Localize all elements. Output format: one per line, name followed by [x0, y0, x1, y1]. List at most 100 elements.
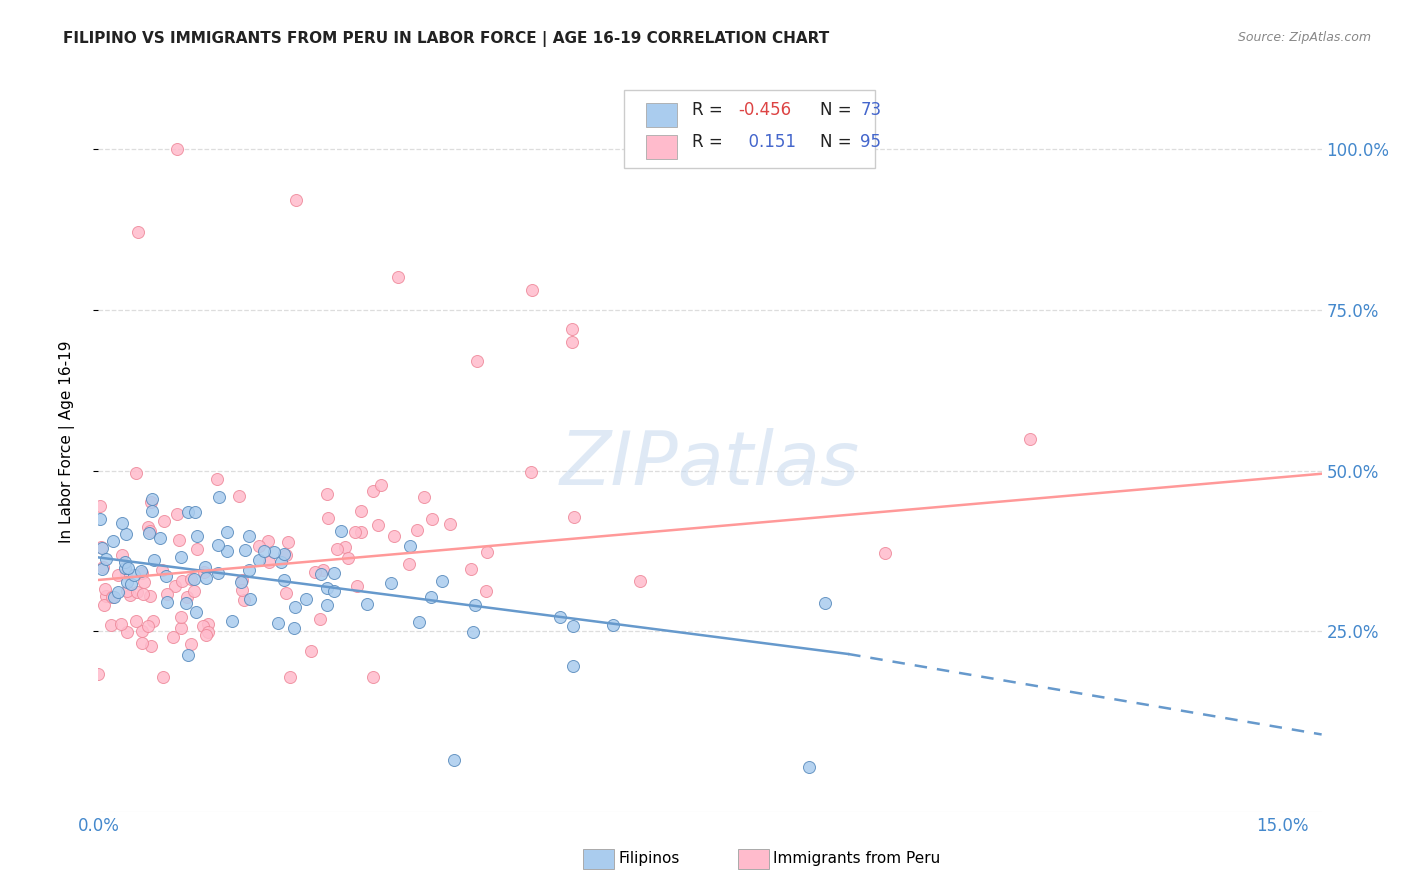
Point — [193, 560, 215, 574]
Point — [316, 581, 339, 595]
Point — [177, 505, 200, 519]
Text: Immigrants from Peru: Immigrants from Peru — [773, 851, 941, 865]
Point — [141, 639, 163, 653]
Point — [115, 625, 138, 640]
Point — [208, 491, 231, 505]
Point — [115, 527, 138, 541]
Point — [257, 533, 280, 548]
Point — [183, 572, 205, 586]
Text: Source: ZipAtlas.com: Source: ZipAtlas.com — [1237, 31, 1371, 45]
Point — [336, 550, 359, 565]
Point — [270, 555, 292, 569]
Point — [136, 619, 159, 633]
Point — [117, 575, 139, 590]
Point — [253, 544, 276, 558]
Point — [562, 619, 585, 633]
Point — [228, 489, 250, 503]
Text: FILIPINO VS IMMIGRANTS FROM PERU IN LABOR FORCE | AGE 16-19 CORRELATION CHART: FILIPINO VS IMMIGRANTS FROM PERU IN LABO… — [63, 31, 830, 47]
Point — [195, 571, 218, 585]
Point — [561, 322, 583, 336]
Point — [94, 552, 117, 566]
Point — [562, 510, 585, 524]
Point — [186, 541, 208, 556]
Point — [274, 548, 297, 562]
Point — [153, 515, 176, 529]
Point — [114, 555, 136, 569]
Point — [129, 564, 152, 578]
Point — [346, 579, 368, 593]
Point — [177, 648, 200, 663]
Point — [309, 566, 332, 581]
Point — [475, 545, 498, 559]
Point — [141, 504, 163, 518]
Point — [295, 591, 318, 606]
Point — [238, 563, 260, 577]
Point — [247, 539, 270, 553]
Point — [413, 490, 436, 504]
Point — [439, 517, 461, 532]
Point — [315, 487, 337, 501]
Point — [299, 643, 322, 657]
Point — [278, 669, 301, 683]
Point — [167, 533, 190, 547]
Point — [343, 524, 366, 539]
Point — [162, 630, 184, 644]
Point — [873, 546, 896, 560]
Point — [432, 574, 454, 589]
Text: R =: R = — [692, 101, 728, 120]
Point — [183, 583, 205, 598]
Point — [628, 574, 651, 588]
Point — [602, 618, 624, 632]
Text: N =: N = — [820, 101, 858, 120]
Point — [155, 569, 177, 583]
Point — [94, 590, 117, 604]
Point — [180, 573, 202, 587]
Text: 73: 73 — [860, 101, 882, 120]
Point — [115, 584, 138, 599]
Point — [110, 616, 132, 631]
Point — [221, 614, 243, 628]
Point — [156, 594, 179, 608]
Point — [94, 582, 117, 596]
Point — [361, 484, 384, 499]
Point — [120, 588, 142, 602]
Point — [233, 543, 256, 558]
Point — [87, 667, 110, 681]
Point — [197, 625, 219, 640]
Point — [138, 520, 160, 534]
Point — [110, 516, 132, 530]
Point — [131, 566, 153, 580]
Point — [170, 549, 193, 564]
Point — [141, 494, 163, 508]
Point — [323, 566, 346, 581]
Point — [333, 540, 356, 554]
Point — [273, 574, 295, 588]
Point — [170, 610, 193, 624]
Point — [257, 555, 280, 569]
Point — [125, 466, 148, 480]
Point — [163, 579, 186, 593]
Point — [166, 507, 188, 521]
Point — [183, 505, 205, 519]
Point — [89, 499, 111, 513]
Point — [115, 566, 138, 580]
FancyBboxPatch shape — [647, 103, 678, 127]
Point — [231, 582, 253, 597]
Point — [138, 524, 160, 538]
Point — [100, 618, 122, 632]
Point — [107, 568, 129, 582]
Point — [356, 597, 378, 611]
Point — [170, 574, 193, 588]
Point — [138, 589, 160, 603]
Point — [91, 541, 114, 555]
Point — [207, 566, 229, 581]
Point — [91, 561, 114, 575]
Point — [103, 590, 125, 604]
Point — [143, 553, 166, 567]
Point — [520, 465, 543, 479]
FancyBboxPatch shape — [647, 135, 678, 159]
Point — [207, 538, 229, 552]
Point — [117, 560, 139, 574]
FancyBboxPatch shape — [624, 90, 875, 168]
Text: ZIPatlas: ZIPatlas — [560, 428, 860, 500]
